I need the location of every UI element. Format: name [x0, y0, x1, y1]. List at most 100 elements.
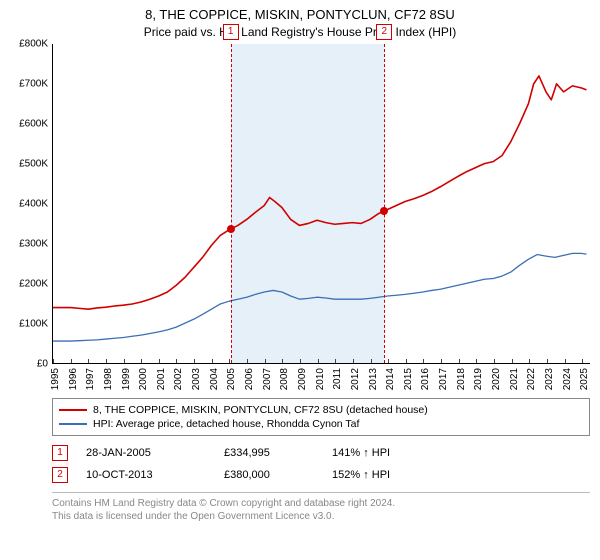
x-tick-mark: [441, 359, 442, 363]
sales-row: 1 28-JAN-2005 £334,995 141% ↑ HPI: [52, 442, 590, 464]
sales-row-marker: 1: [52, 445, 68, 461]
y-tick-label: £0: [37, 358, 48, 369]
x-tick-mark: [371, 359, 372, 363]
x-tick-mark: [106, 359, 107, 363]
sales-row-hpi: 141% ↑ HPI: [332, 447, 452, 459]
x-tick-mark: [282, 359, 283, 363]
legend-box: 8, THE COPPICE, MISKIN, PONTYCLUN, CF72 …: [52, 398, 590, 436]
x-tick-mark: [194, 359, 195, 363]
x-tick-mark: [388, 359, 389, 363]
x-tick-label: 1997: [85, 368, 96, 390]
footer-line-2: This data is licensed under the Open Gov…: [52, 510, 590, 524]
page-root: 8, THE COPPICE, MISKIN, PONTYCLUN, CF72 …: [0, 0, 600, 560]
plot-area: 12: [52, 44, 590, 364]
title-line-1: 8, THE COPPICE, MISKIN, PONTYCLUN, CF72 …: [10, 6, 590, 24]
x-tick-mark: [124, 359, 125, 363]
y-tick-label: £700K: [19, 78, 48, 89]
y-tick-label: £400K: [19, 198, 48, 209]
legend-label: HPI: Average price, detached house, Rhon…: [93, 418, 359, 430]
sales-row-price: £380,000: [224, 469, 314, 481]
x-tick-mark: [212, 359, 213, 363]
sale-marker-line: [231, 44, 232, 363]
x-tick-mark: [476, 359, 477, 363]
x-tick-label: 2017: [438, 368, 449, 390]
x-tick-label: 2010: [315, 368, 326, 390]
sales-row-hpi: 152% ↑ HPI: [332, 469, 452, 481]
x-tick-label: 2016: [420, 368, 431, 390]
x-tick-label: 2008: [279, 368, 290, 390]
y-tick-label: £800K: [19, 38, 48, 49]
x-tick-mark: [247, 359, 248, 363]
y-axis: £0£100K£200K£300K£400K£500K£600K£700K£80…: [10, 44, 52, 364]
x-tick-mark: [88, 359, 89, 363]
x-tick-label: 2002: [173, 368, 184, 390]
x-tick-label: 2006: [244, 368, 255, 390]
legend-label: 8, THE COPPICE, MISKIN, PONTYCLUN, CF72 …: [93, 404, 428, 416]
sale-marker-box: 1: [223, 24, 239, 40]
footer-attribution: Contains HM Land Registry data © Crown c…: [52, 492, 590, 524]
x-tick-label: 2015: [403, 368, 414, 390]
x-tick-label: 2004: [209, 368, 220, 390]
legend-swatch: [59, 409, 87, 411]
x-tick-label: 2023: [544, 368, 555, 390]
x-tick-mark: [176, 359, 177, 363]
x-tick-mark: [406, 359, 407, 363]
y-tick-label: £600K: [19, 118, 48, 129]
x-tick-mark: [318, 359, 319, 363]
x-tick-label: 1996: [68, 368, 79, 390]
x-tick-mark: [141, 359, 142, 363]
x-tick-label: 2009: [297, 368, 308, 390]
title-line-2: Price paid vs. HM Land Registry's House …: [10, 24, 590, 40]
x-tick-mark: [494, 359, 495, 363]
sales-row-marker: 2: [52, 467, 68, 483]
series-line-hpi: [53, 253, 586, 341]
x-tick-mark: [547, 359, 548, 363]
sale-marker-dot: [227, 225, 235, 233]
x-tick-label: 1999: [121, 368, 132, 390]
x-tick-label: 2013: [368, 368, 379, 390]
sales-row-price: £334,995: [224, 447, 314, 459]
x-tick-label: 1998: [103, 368, 114, 390]
sales-row-date: 28-JAN-2005: [86, 447, 206, 459]
x-tick-label: 2003: [191, 368, 202, 390]
x-tick-label: 2001: [156, 368, 167, 390]
legend-swatch: [59, 423, 87, 425]
legend-item: 8, THE COPPICE, MISKIN, PONTYCLUN, CF72 …: [59, 403, 583, 417]
x-tick-label: 2012: [350, 368, 361, 390]
x-tick-mark: [159, 359, 160, 363]
x-tick-label: 2022: [526, 368, 537, 390]
x-tick-mark: [512, 359, 513, 363]
x-tick-mark: [53, 359, 54, 363]
x-tick-mark: [582, 359, 583, 363]
x-tick-label: 2018: [456, 368, 467, 390]
x-tick-mark: [459, 359, 460, 363]
x-tick-mark: [265, 359, 266, 363]
x-tick-mark: [353, 359, 354, 363]
sales-row-date: 10-OCT-2013: [86, 469, 206, 481]
chart-svg: [53, 44, 590, 363]
chart-title: 8, THE COPPICE, MISKIN, PONTYCLUN, CF72 …: [10, 6, 590, 40]
x-tick-mark: [71, 359, 72, 363]
x-tick-mark: [300, 359, 301, 363]
legend-item: HPI: Average price, detached house, Rhon…: [59, 417, 583, 431]
y-tick-label: £200K: [19, 278, 48, 289]
x-tick-label: 2005: [226, 368, 237, 390]
x-tick-mark: [565, 359, 566, 363]
x-tick-mark: [529, 359, 530, 363]
y-tick-label: £300K: [19, 238, 48, 249]
x-tick-mark: [423, 359, 424, 363]
x-tick-label: 2021: [509, 368, 520, 390]
y-tick-label: £500K: [19, 158, 48, 169]
y-tick-label: £100K: [19, 318, 48, 329]
sales-table: 1 28-JAN-2005 £334,995 141% ↑ HPI 2 10-OCT-20…: [52, 442, 590, 486]
sale-marker-dot: [380, 207, 388, 215]
x-tick-label: 2020: [491, 368, 502, 390]
x-tick-label: 2000: [138, 368, 149, 390]
footer-line-1: Contains HM Land Registry data © Crown c…: [52, 497, 590, 511]
x-tick-label: 1995: [50, 368, 61, 390]
x-tick-label: 2024: [562, 368, 573, 390]
sale-marker-line: [384, 44, 385, 363]
chart-area: £0£100K£200K£300K£400K£500K£600K£700K£80…: [10, 44, 590, 394]
x-tick-label: 2019: [473, 368, 484, 390]
x-axis: 1995 1996 1997 1998 1999 2000 2001 2002 2003 2004…: [52, 364, 590, 394]
